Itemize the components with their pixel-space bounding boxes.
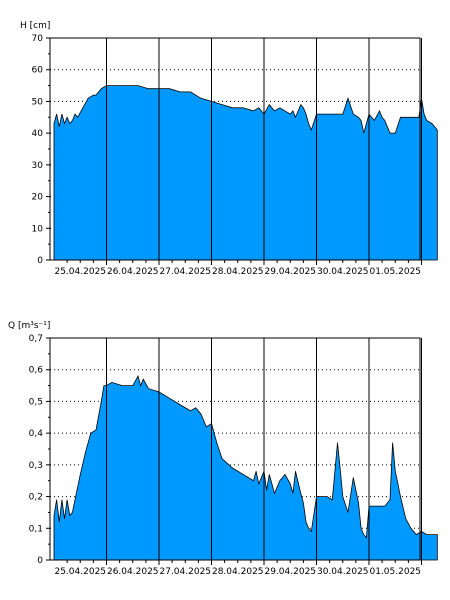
x-tick-label-h-3: 28.04.2025 bbox=[212, 267, 264, 277]
y-tick-label-q-4: 0,4 bbox=[29, 429, 44, 439]
discharge-chart: Q [m³s⁻¹] 0 0,1 0,2 0,3 0,4 0,5 0,6 0,7 25.04.2… bbox=[8, 321, 438, 577]
x-tick-label-h-0: 25.04.2025 bbox=[54, 267, 106, 277]
x-ticks-h: 25.04.2025 26.04.2025 27.04.2025 28.04.2025… bbox=[54, 260, 422, 277]
x-tick-label-q-4: 29.04.2025 bbox=[264, 567, 316, 577]
y-ticks-h: 0 10 20 30 40 50 60 70 bbox=[32, 34, 50, 266]
x-tick-label-h-4: 29.04.2025 bbox=[264, 267, 316, 277]
y-tick-label-h-2: 20 bbox=[32, 193, 44, 203]
y-tick-label-q-6: 0,6 bbox=[29, 366, 44, 376]
y-tick-label-q-3: 0,3 bbox=[29, 461, 43, 471]
day-lines-q bbox=[106, 338, 422, 560]
y-tick-label-h-3: 30 bbox=[32, 161, 44, 171]
y-axis-title-h: H [cm] bbox=[20, 21, 50, 31]
area-series-q bbox=[53, 375, 438, 561]
x-tick-label-q-1: 26.04.2025 bbox=[107, 567, 159, 577]
x-tick-label-q-2: 27.04.2025 bbox=[159, 567, 211, 577]
x-tick-label-q-3: 28.04.2025 bbox=[212, 567, 264, 577]
y-tick-label-q-5: 0,5 bbox=[29, 397, 43, 407]
x-tick-label-q-5: 30.04.2025 bbox=[317, 567, 369, 577]
y-tick-label-q-1: 0,1 bbox=[29, 524, 43, 534]
x-ticks-q: 25.04.2025 26.04.2025 27.04.2025 28.04.2025… bbox=[54, 560, 422, 577]
y-axis-title-q: Q [m³s⁻¹] bbox=[8, 321, 50, 331]
x-tick-label-h-2: 27.04.2025 bbox=[159, 267, 211, 277]
y-tick-label-q-0: 0 bbox=[37, 556, 43, 566]
water-level-chart: H [cm] 0 10 20 30 40 50 60 70 25.04.2025 26.04.2… bbox=[20, 21, 438, 277]
y-tick-label-h-5: 50 bbox=[32, 97, 44, 107]
y-tick-label-q-2: 0,2 bbox=[29, 493, 43, 503]
series-area-h bbox=[53, 85, 438, 261]
x-tick-label-h-1: 26.04.2025 bbox=[107, 267, 159, 277]
area-series-h bbox=[53, 85, 438, 261]
y-tick-label-q-7: 0,7 bbox=[29, 334, 43, 344]
y-tick-label-h-6: 60 bbox=[32, 66, 44, 76]
y-tick-label-h-1: 10 bbox=[32, 224, 44, 234]
x-tick-label-h-5: 30.04.2025 bbox=[317, 267, 369, 277]
y-tick-label-h-4: 40 bbox=[32, 129, 44, 139]
plot-frame-q bbox=[49, 337, 421, 561]
x-tick-label-h-6: 01.05.2025 bbox=[369, 267, 421, 277]
x-tick-label-q-0: 25.04.2025 bbox=[54, 567, 106, 577]
y-tick-label-h-0: 0 bbox=[37, 256, 43, 266]
y-tick-label-h-7: 70 bbox=[32, 34, 44, 44]
day-lines-h bbox=[106, 38, 422, 260]
plot-frame-h bbox=[49, 37, 421, 261]
x-tick-label-q-6: 01.05.2025 bbox=[369, 567, 421, 577]
series-area-q bbox=[53, 375, 438, 561]
y-ticks-q: 0 0,1 0,2 0,3 0,4 0,5 0,6 0,7 bbox=[29, 334, 50, 566]
